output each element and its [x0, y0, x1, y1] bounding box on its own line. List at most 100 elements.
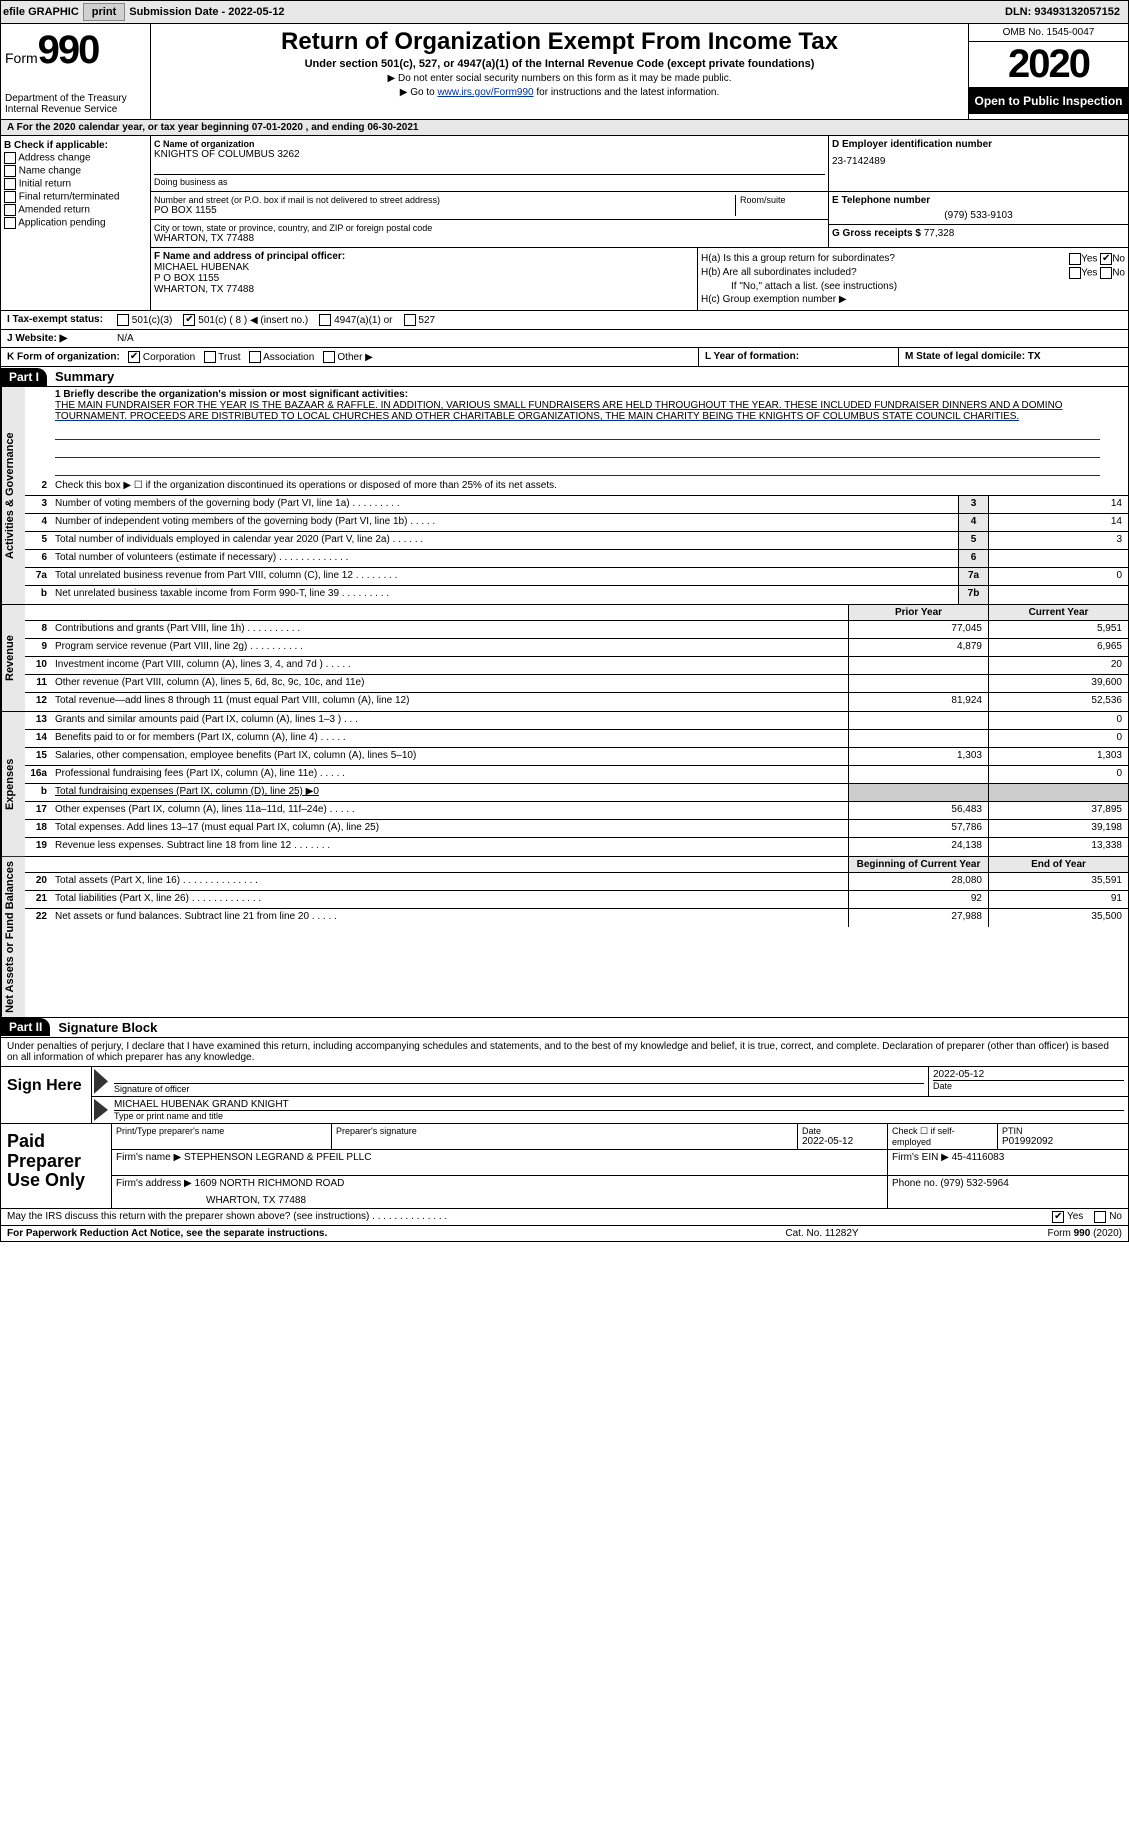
officer-name: MICHAEL HUBENAK	[154, 262, 694, 273]
preparer-sig-label: Preparer's signature	[336, 1126, 793, 1136]
col-current-year: Current Year	[988, 605, 1128, 620]
line-num: 14	[25, 730, 51, 747]
discuss-no[interactable]: No	[1094, 1211, 1122, 1222]
line-14: 14Benefits paid to or for members (Part …	[25, 730, 1128, 748]
discuss-row: May the IRS discuss this return with the…	[0, 1209, 1129, 1226]
self-employed-check[interactable]: Check ☐ if self-employed	[888, 1124, 998, 1149]
box-b: B Check if applicable: Address change Na…	[1, 136, 151, 310]
line-val	[988, 550, 1128, 567]
lbl-no2: No	[1112, 268, 1125, 279]
chk-corp[interactable]: Corporation	[128, 352, 195, 363]
h-b-note: If "No," attach a list. (see instruction…	[701, 281, 1125, 292]
chk-amended-return[interactable]: Amended return	[4, 204, 147, 216]
h-a-no[interactable]: No	[1100, 253, 1125, 265]
firm-addr2: WHARTON, TX 77488	[116, 1195, 883, 1206]
gov-line-b: bNet unrelated business taxable income f…	[25, 586, 1128, 604]
line-curr: 1,303	[988, 748, 1128, 765]
vlabel-net-assets: Net Assets or Fund Balances	[1, 857, 25, 1017]
lbl-yes: Yes	[1081, 254, 1097, 265]
line-num: 5	[25, 532, 51, 549]
sig-officer-label: Signature of officer	[114, 1083, 924, 1094]
chk-name-change[interactable]: Name change	[4, 165, 147, 177]
box-g-label: G Gross receipts $	[832, 228, 924, 239]
line-prior	[848, 657, 988, 674]
row-k-l-m: K Form of organization: Corporation Trus…	[0, 348, 1129, 367]
dln-value: 93493132057152	[1034, 6, 1120, 18]
line-num: b	[25, 586, 51, 604]
h-b-yes[interactable]: Yes	[1069, 267, 1097, 279]
line-text: Revenue less expenses. Subtract line 18 …	[51, 838, 848, 856]
line-text: Number of voting members of the governin…	[51, 496, 958, 513]
print-button[interactable]: print	[83, 3, 125, 21]
h-b-no[interactable]: No	[1100, 267, 1125, 279]
lbl-initial-return: Initial return	[19, 179, 71, 190]
line-text: Net unrelated business taxable income fr…	[51, 586, 958, 604]
lbl-yes2: Yes	[1081, 268, 1097, 279]
submission-date: 2022-05-12	[228, 6, 284, 18]
chk-initial-return[interactable]: Initial return	[4, 178, 147, 190]
col-beginning-year: Beginning of Current Year	[848, 857, 988, 872]
line-text: Salaries, other compensation, employee b…	[51, 748, 848, 765]
chk-501c[interactable]: 501(c) ( 8 ) ◀ (insert no.)	[183, 315, 308, 326]
h-a-yes[interactable]: Yes	[1069, 253, 1097, 265]
street-value: PO BOX 1155	[154, 205, 735, 216]
row-j-label: J Website: ▶	[7, 333, 117, 344]
h-c-question: H(c) Group exemption number ▶	[701, 294, 1125, 305]
chk-final-return[interactable]: Final return/terminated	[4, 191, 147, 203]
chk-other[interactable]: Other ▶	[323, 352, 373, 363]
line-text: Check this box ▶ ☐ if the organization d…	[51, 478, 1128, 495]
line-num: 16a	[25, 766, 51, 783]
line-num: 21	[25, 891, 51, 908]
h-b-question: H(b) Are all subordinates included?	[701, 267, 1069, 279]
chk-address-change[interactable]: Address change	[4, 152, 147, 164]
line-21: 21Total liabilities (Part X, line 26) . …	[25, 891, 1128, 909]
line-text: Benefits paid to or for members (Part IX…	[51, 730, 848, 747]
line-curr: 0	[988, 730, 1128, 747]
line-text: Total number of volunteers (estimate if …	[51, 550, 958, 567]
chk-527[interactable]: 527	[404, 315, 435, 326]
signature-block: Under penalties of perjury, I declare th…	[0, 1038, 1129, 1124]
chk-application-pending[interactable]: Application pending	[4, 217, 147, 229]
gov-line-4: 4Number of independent voting members of…	[25, 514, 1128, 532]
col-end-year: End of Year	[988, 857, 1128, 872]
form-header-left: Form990 Department of the Treasury Inter…	[1, 24, 151, 119]
lbl-discuss-no: No	[1109, 1211, 1122, 1222]
chk-501c3[interactable]: 501(c)(3)	[117, 315, 172, 326]
irs-form990-link[interactable]: www.irs.gov/Form990	[437, 87, 533, 98]
city-value: WHARTON, TX 77488	[154, 233, 825, 244]
lbl-final-return: Final return/terminated	[19, 192, 120, 203]
firm-ein: 45-4116083	[952, 1152, 1005, 1163]
line-num: 7a	[25, 568, 51, 585]
chk-4947[interactable]: 4947(a)(1) or	[319, 315, 392, 326]
arrow-icon-2	[94, 1099, 108, 1121]
line-prior: 24,138	[848, 838, 988, 856]
col-prior-year: Prior Year	[848, 605, 988, 620]
line-curr: 39,198	[988, 820, 1128, 837]
arrow-icon	[94, 1069, 108, 1094]
line-curr: 6,965	[988, 639, 1128, 656]
lbl-name-change: Name change	[19, 166, 81, 177]
line-curr: 91	[988, 891, 1128, 908]
line-text: Total assets (Part X, line 16) . . . . .…	[51, 873, 848, 890]
line-prior: 77,045	[848, 621, 988, 638]
chk-assoc[interactable]: Association	[249, 352, 314, 363]
line-num: 13	[25, 712, 51, 729]
line-text: Total revenue—add lines 8 through 11 (mu…	[51, 693, 848, 711]
header-block: B Check if applicable: Address change Na…	[0, 136, 1129, 311]
line-curr: 5,951	[988, 621, 1128, 638]
line-prior: 27,988	[848, 909, 988, 927]
part-2-title: Signature Block	[50, 1018, 165, 1037]
submission-label: Submission Date - 2022-05-12	[129, 6, 284, 18]
ptin-label: PTIN	[1002, 1126, 1124, 1136]
box-c-to-h: C Name of organization KNIGHTS OF COLUMB…	[151, 136, 1128, 310]
form-header-right: OMB No. 1545-0047 2020 Open to Public In…	[968, 24, 1128, 119]
chk-trust[interactable]: Trust	[204, 352, 241, 363]
line-num: 17	[25, 802, 51, 819]
part-2-header: Part II Signature Block	[0, 1018, 1129, 1038]
line-curr: 52,536	[988, 693, 1128, 711]
firm-name-label: Firm's name ▶	[116, 1152, 181, 1163]
row-i-tax-exempt: I Tax-exempt status: 501(c)(3) 501(c) ( …	[0, 311, 1129, 330]
discuss-yes[interactable]: Yes	[1052, 1211, 1083, 1222]
line-num: 11	[25, 675, 51, 692]
line-curr: 13,338	[988, 838, 1128, 856]
